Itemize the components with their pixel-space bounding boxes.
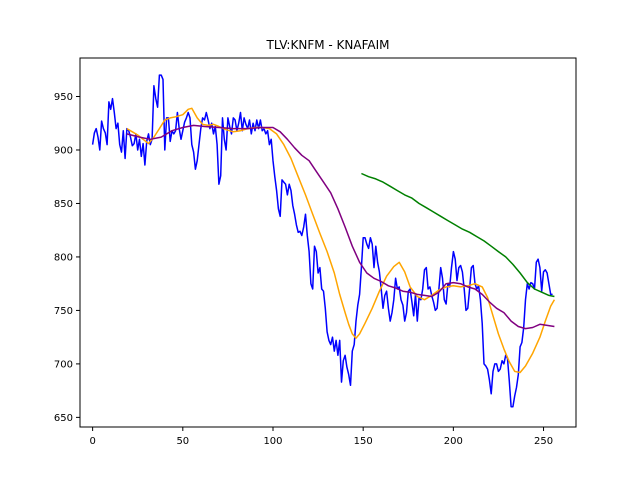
y-tick-label: 850 — [54, 199, 73, 210]
x-tick-label: 200 — [444, 436, 463, 447]
y-tick-label: 750 — [54, 306, 73, 317]
y-axis: 650 700 750 800 850 900 950 — [54, 92, 80, 424]
x-axis: 0 50 100 150 200 250 — [89, 427, 553, 447]
plot-frame — [79, 57, 577, 428]
y-tick-label: 900 — [54, 145, 73, 156]
chart-title: TLV:KNFM - KNAFAIM — [266, 38, 390, 52]
y-tick-label: 800 — [54, 252, 73, 263]
y-tick-label: 700 — [54, 359, 73, 370]
x-tick-label: 0 — [89, 436, 95, 447]
y-tick-label: 650 — [54, 413, 73, 424]
series-line-0 — [91, 74, 553, 408]
series-line-1 — [126, 107, 556, 374]
x-tick-label: 150 — [354, 436, 373, 447]
x-tick-label: 100 — [263, 436, 282, 447]
y-tick-label: 950 — [54, 92, 73, 103]
series-layer — [91, 74, 556, 408]
series-line-3 — [361, 172, 555, 298]
series-line-2 — [126, 124, 555, 330]
x-tick-label: 250 — [534, 436, 553, 447]
x-tick-label: 50 — [176, 436, 189, 447]
